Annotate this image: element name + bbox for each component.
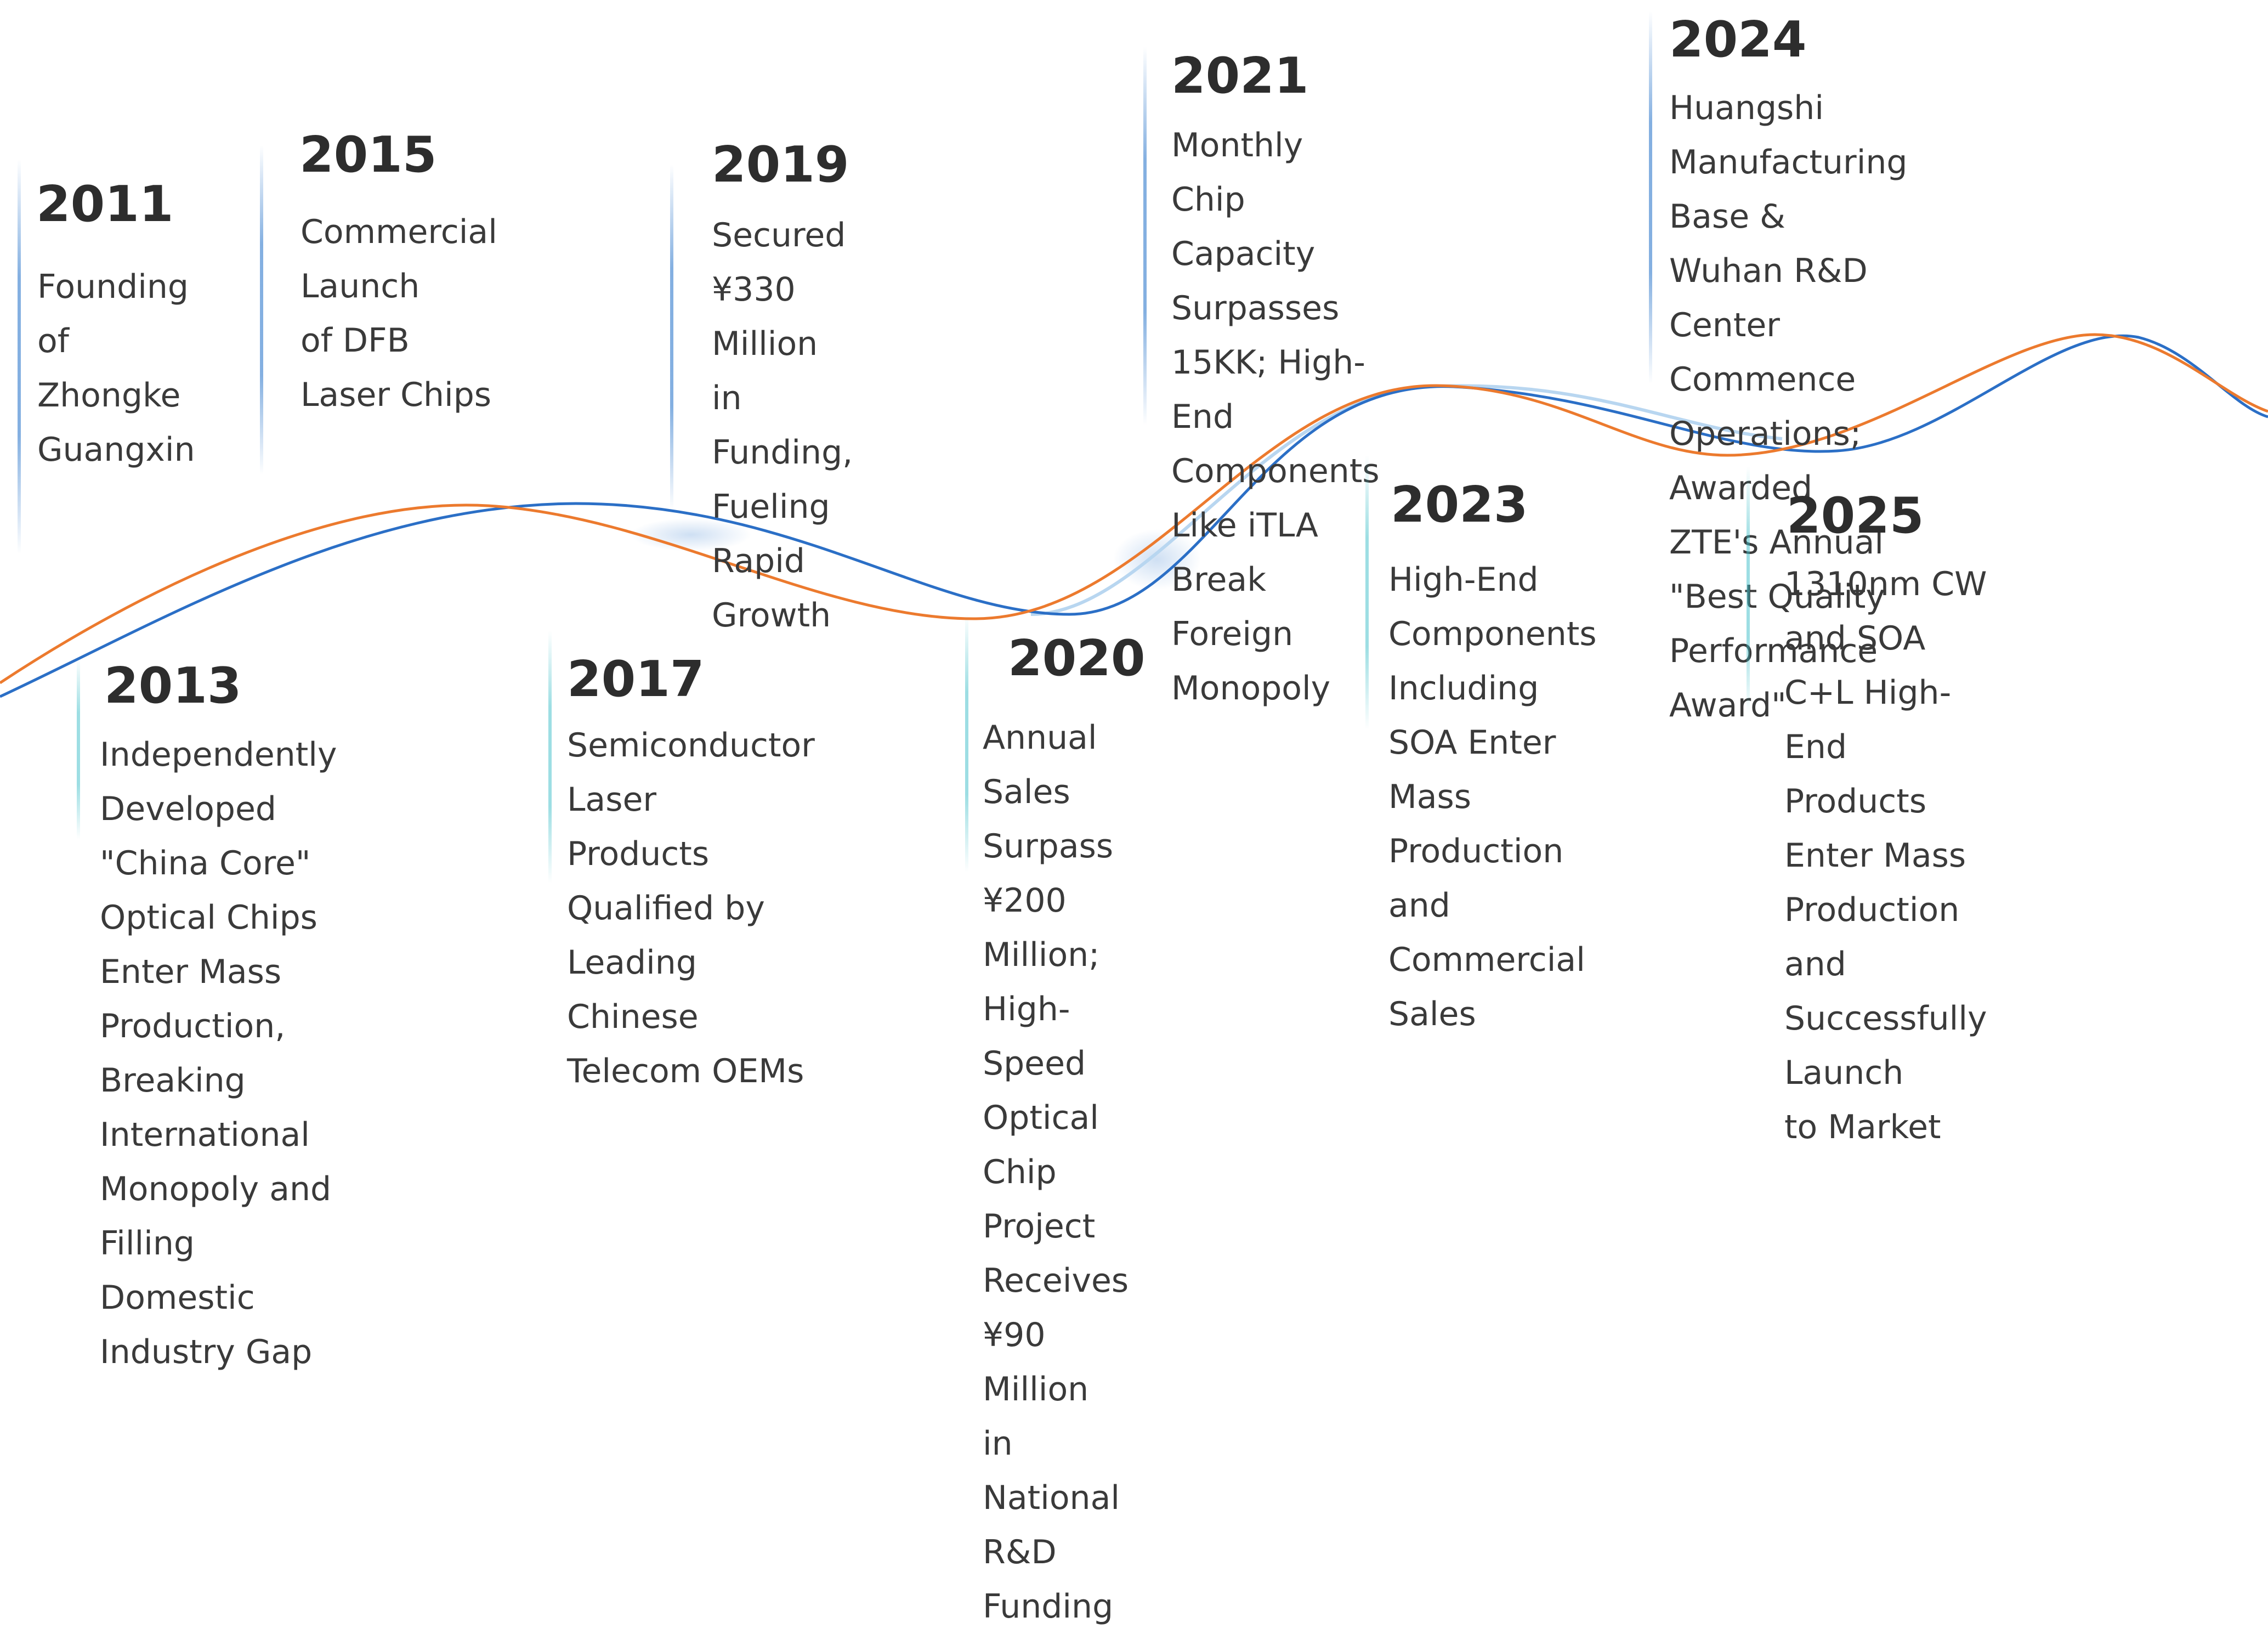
- milestone-description: Secured ¥330 Million in Funding, Fueling…: [712, 216, 853, 635]
- milestone-connector: [18, 159, 21, 554]
- timeline-wave: [0, 333, 2268, 698]
- milestone-year: 2020: [1008, 630, 1146, 687]
- milestone-description: Commercial Launch of DFB Laser Chips: [300, 213, 497, 414]
- milestone-connector: [965, 614, 968, 872]
- milestone-description: Huangshi Manufacturing Base & Wuhan R&D …: [1669, 89, 1908, 725]
- orange-wave: [0, 333, 2268, 685]
- milestone-connector: [1143, 47, 1147, 425]
- blue-wave: [0, 334, 2268, 698]
- milestone-description: Semiconductor Laser Products Qualified b…: [567, 726, 815, 1090]
- milestone-year: 2021: [1171, 47, 1309, 105]
- milestone-description: High-End Components Including SOA Enter …: [1388, 561, 1597, 1033]
- milestone-year: 2024: [1669, 11, 1807, 69]
- milestone-description: Annual Sales Surpass ¥200 Million; High-…: [983, 719, 1129, 1626]
- wave-glow: [1113, 529, 1201, 590]
- milestone-description: Founding of Zhongke Guangxin: [37, 268, 195, 469]
- milestone-year: 2017: [567, 651, 705, 708]
- milestone-year: 2019: [712, 136, 849, 194]
- wave-glow: [631, 518, 751, 551]
- milestone-year: 2025: [1787, 487, 1924, 545]
- milestone-connector: [1747, 466, 1750, 713]
- milestone-connector: [260, 145, 263, 474]
- milestone-connector: [1365, 455, 1369, 730]
- milestone-description: Independently Developed "China Core" Opt…: [100, 736, 337, 1371]
- milestone-year: 2023: [1391, 476, 1528, 534]
- milestone-year: 2013: [104, 657, 242, 715]
- milestone-year: 2015: [299, 126, 437, 184]
- milestone-connector: [670, 165, 673, 510]
- milestone-connector: [77, 658, 80, 839]
- milestone-description: 1310nm CW and SOA C+L High-End Products …: [1784, 565, 1987, 1146]
- milestone-connector: [1649, 11, 1652, 384]
- milestone-connector: [548, 631, 552, 883]
- milestone-description: Monthly Chip Capacity Surpasses 15KK; Hi…: [1171, 126, 1380, 708]
- milestone-year: 2011: [36, 176, 174, 233]
